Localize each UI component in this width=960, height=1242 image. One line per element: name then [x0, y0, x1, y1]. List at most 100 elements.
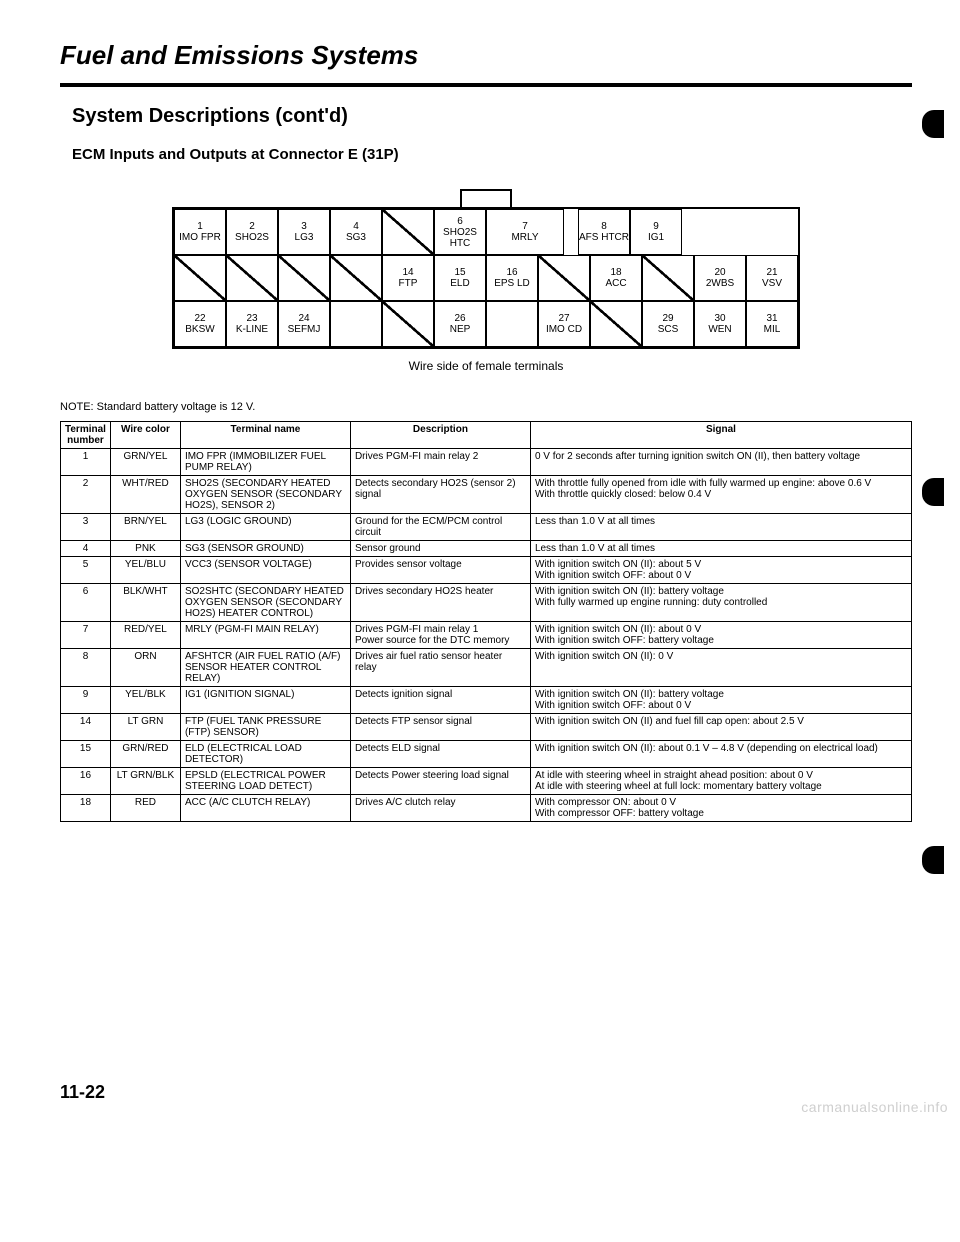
table-cell: LT GRN/BLK [110, 768, 180, 795]
table-cell: ACC (A/C CLUTCH RELAY) [180, 795, 350, 822]
col-signal: Signal [530, 422, 911, 449]
table-cell: SG3 (SENSOR GROUND) [180, 541, 350, 557]
table-cell: MRLY (PGM-FI MAIN RELAY) [180, 622, 350, 649]
table-cell: 5 [61, 557, 111, 584]
table-row: 7RED/YELMRLY (PGM-FI MAIN RELAY)Drives P… [61, 622, 912, 649]
connector-pin [226, 255, 278, 301]
connector-pin: 3LG3 [278, 209, 330, 255]
page-title: Fuel and Emissions Systems [60, 40, 912, 71]
table-cell: YEL/BLK [110, 687, 180, 714]
table-cell: With compressor ON: about 0 V With compr… [530, 795, 911, 822]
connector-pin: 24SEFMJ [278, 301, 330, 347]
table-header-row: Terminal number Wire color Terminal name… [61, 422, 912, 449]
page-number: 11-22 [60, 1082, 912, 1103]
table-cell: FTP (FUEL TANK PRESSURE (FTP) SENSOR) [180, 714, 350, 741]
connector-pin: 26NEP [434, 301, 486, 347]
table-cell: WHT/RED [110, 476, 180, 514]
table-row: 6BLK/WHTSO2SHTC (SECONDARY HEATED OXYGEN… [61, 584, 912, 622]
table-cell: ELD (ELECTRICAL LOAD DETECTOR) [180, 741, 350, 768]
connector-pin [486, 301, 538, 347]
table-cell: 6 [61, 584, 111, 622]
col-description: Description [350, 422, 530, 449]
connector-pin: 2SHO2S [226, 209, 278, 255]
table-row: 8ORNAFSHTCR (AIR FUEL RATIO (A/F) SENSOR… [61, 649, 912, 687]
table-cell: Detects ignition signal [350, 687, 530, 714]
table-cell: BRN/YEL [110, 514, 180, 541]
section-subsubtitle: ECM Inputs and Outputs at Connector E (3… [72, 146, 912, 163]
table-cell: 3 [61, 514, 111, 541]
connector-pin: 16EPS LD [486, 255, 538, 301]
connector-pin [174, 255, 226, 301]
table-cell: VCC3 (SENSOR VOLTAGE) [180, 557, 350, 584]
table-row: 4PNKSG3 (SENSOR GROUND)Sensor groundLess… [61, 541, 912, 557]
table-cell: LG3 (LOGIC GROUND) [180, 514, 350, 541]
table-cell: 4 [61, 541, 111, 557]
watermark: carmanualsonline.info [801, 1099, 948, 1115]
table-row: 16LT GRN/BLKEPSLD (ELECTRICAL POWER STEE… [61, 768, 912, 795]
table-row: 1GRN/YELIMO FPR (IMMOBILIZER FUEL PUMP R… [61, 449, 912, 476]
table-cell: 7 [61, 622, 111, 649]
table-cell: With ignition switch ON (II): about 0 V … [530, 622, 911, 649]
table-cell: LT GRN [110, 714, 180, 741]
table-cell: 15 [61, 741, 111, 768]
connector-pin [278, 255, 330, 301]
connector-pin: 202WBS [694, 255, 746, 301]
table-cell: GRN/RED [110, 741, 180, 768]
table-cell: With ignition switch ON (II): 0 V [530, 649, 911, 687]
table-cell: IMO FPR (IMMOBILIZER FUEL PUMP RELAY) [180, 449, 350, 476]
table-cell: GRN/YEL [110, 449, 180, 476]
table-cell: Detects FTP sensor signal [350, 714, 530, 741]
table-cell: At idle with steering wheel in straight … [530, 768, 911, 795]
section-subtitle: System Descriptions (cont'd) [72, 105, 912, 128]
table-cell: IG1 (IGNITION SIGNAL) [180, 687, 350, 714]
table-cell: Detects Power steering load signal [350, 768, 530, 795]
table-cell: 8 [61, 649, 111, 687]
table-row: 18REDACC (A/C CLUTCH RELAY)Drives A/C cl… [61, 795, 912, 822]
table-row: 5YEL/BLUVCC3 (SENSOR VOLTAGE)Provides se… [61, 557, 912, 584]
connector-pin: 4SG3 [330, 209, 382, 255]
table-row: 2WHT/REDSHO2S (SECONDARY HEATED OXYGEN S… [61, 476, 912, 514]
table-cell: RED/YEL [110, 622, 180, 649]
table-cell: Sensor ground [350, 541, 530, 557]
table-cell: EPSLD (ELECTRICAL POWER STEERING LOAD DE… [180, 768, 350, 795]
title-rule [60, 83, 912, 87]
ecm-io-table: Terminal number Wire color Terminal name… [60, 421, 912, 822]
table-cell: With ignition switch ON (II): battery vo… [530, 584, 911, 622]
thumb-tab [922, 110, 944, 138]
table-cell: 1 [61, 449, 111, 476]
table-cell: Detects ELD signal [350, 741, 530, 768]
table-cell: Drives secondary HO2S heater [350, 584, 530, 622]
connector-pin: 23K-LINE [226, 301, 278, 347]
table-cell: Provides sensor voltage [350, 557, 530, 584]
connector-pin: 8AFS HTCR [578, 209, 630, 255]
table-cell: Drives air fuel ratio sensor heater rela… [350, 649, 530, 687]
connector-diagram: 1IMO FPR2SHO2S3LG34SG36SHO2S HTC7MRLY8AF… [60, 189, 912, 349]
table-cell: YEL/BLU [110, 557, 180, 584]
connector-pin: 18ACC [590, 255, 642, 301]
table-cell: With ignition switch ON (II): battery vo… [530, 687, 911, 714]
table-cell: 18 [61, 795, 111, 822]
table-row: 9YEL/BLKIG1 (IGNITION SIGNAL)Detects ign… [61, 687, 912, 714]
table-cell: 2 [61, 476, 111, 514]
table-row: 3BRN/YELLG3 (LOGIC GROUND)Ground for the… [61, 514, 912, 541]
connector-pin [330, 301, 382, 347]
table-row: 14LT GRNFTP (FUEL TANK PRESSURE (FTP) SE… [61, 714, 912, 741]
note-text: NOTE: Standard battery voltage is 12 V. [60, 401, 912, 413]
thumb-tab [922, 846, 944, 874]
table-cell: Drives PGM-FI main relay 2 [350, 449, 530, 476]
side-tabs [922, 0, 954, 1123]
connector-pin: 7MRLY [486, 209, 564, 255]
connector-pin [538, 255, 590, 301]
connector-pin: 21VSV [746, 255, 798, 301]
connector-pin [642, 255, 694, 301]
connector-pin [382, 301, 434, 347]
connector-pin [330, 255, 382, 301]
connector-pin [564, 209, 578, 255]
connector-pin: 30WEN [694, 301, 746, 347]
table-cell: Drives A/C clutch relay [350, 795, 530, 822]
connector-pin: 9IG1 [630, 209, 682, 255]
thumb-tab [922, 478, 944, 506]
connector-pin: 29SCS [642, 301, 694, 347]
table-cell: Ground for the ECM/PCM control circuit [350, 514, 530, 541]
table-cell: Detects secondary HO2S (sensor 2) signal [350, 476, 530, 514]
